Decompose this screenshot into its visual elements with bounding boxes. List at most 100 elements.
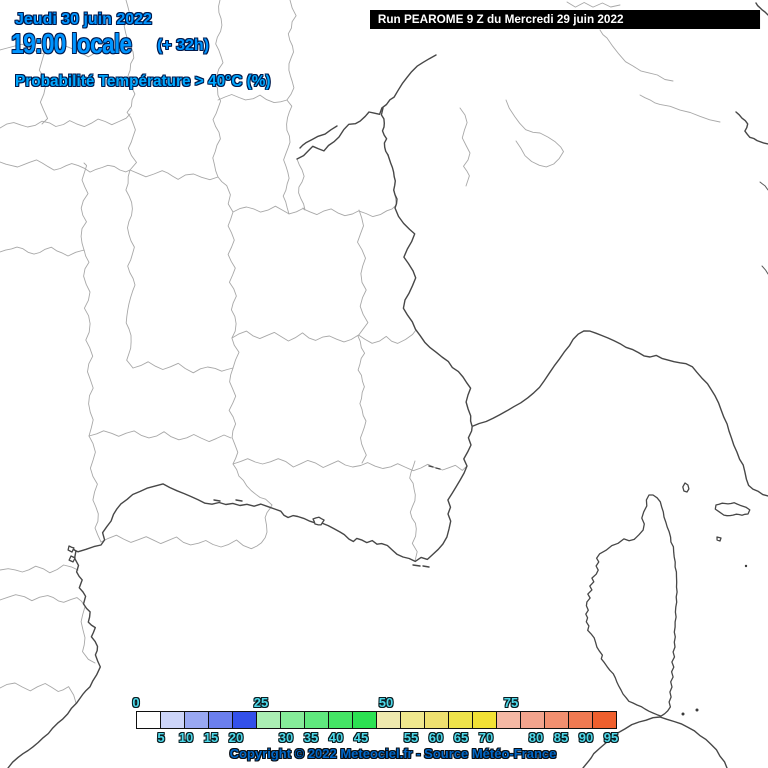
- legend-cell: [520, 711, 545, 729]
- department-boundary: [231, 329, 417, 344]
- legend-cell: [160, 711, 185, 729]
- legend-cell: [184, 711, 209, 729]
- department-boundary: [409, 460, 418, 562]
- department-boundary: [80, 162, 89, 251]
- department-boundary: [132, 361, 234, 374]
- legend-top-label: 75: [503, 695, 519, 710]
- department-boundary: [0, 246, 94, 437]
- variable-title: Probabilité Température > 40°C (%): [15, 73, 271, 90]
- legend-bottom-label: 5: [157, 730, 165, 745]
- department-boundary: [296, 158, 306, 211]
- coastline: [7, 330, 768, 768]
- department-boundary: [217, 176, 234, 213]
- islet: [695, 708, 699, 712]
- legend-bottom-label: 65: [453, 730, 469, 745]
- department-boundary: [217, 94, 288, 104]
- legend-cell: [472, 711, 497, 729]
- islands: [67, 465, 751, 768]
- copyright-text: Copyright © 2022 Meteociel.fr - Source M…: [229, 746, 557, 761]
- department-boundary: [227, 211, 240, 369]
- department-boundary: [0, 159, 131, 173]
- legend-top-label: 25: [253, 695, 269, 710]
- legend-bottom-label: 30: [278, 730, 294, 745]
- islet: [422, 565, 430, 568]
- legend-cell: [136, 711, 161, 729]
- department-boundaries: [0, 0, 721, 704]
- legend-bottom-label: 95: [603, 730, 619, 745]
- department-boundary: [228, 367, 273, 506]
- legend-cell: [280, 711, 305, 729]
- capraia-island: [682, 482, 690, 493]
- legend-bottom-label: 20: [228, 730, 244, 745]
- department-boundary: [126, 39, 137, 171]
- department-boundary: [0, 113, 131, 129]
- islet: [235, 499, 243, 502]
- legend-bottom-label: 80: [528, 730, 544, 745]
- legend-cell: [400, 711, 425, 729]
- legend-bottom-label: 35: [303, 730, 319, 745]
- border-fragment: [761, 265, 768, 275]
- model-run-banner: Run PEAROME 9 Z du Mercredi 29 juin 2022: [370, 10, 761, 29]
- department-boundary: [282, 0, 297, 215]
- islet: [744, 564, 748, 568]
- legend-bottom-label: 45: [353, 730, 369, 745]
- etang-de-berre: [312, 516, 325, 526]
- legend-cell: [304, 711, 329, 729]
- department-boundary: [566, 1, 621, 8]
- italy-border-north: [380, 107, 389, 156]
- islet: [428, 465, 434, 468]
- department-boundary: [599, 29, 674, 82]
- border-fragment: [759, 181, 768, 191]
- lagoon: [67, 545, 75, 553]
- department-boundary: [459, 107, 471, 187]
- legend-cell: [376, 711, 401, 729]
- swiss-border: [296, 54, 437, 160]
- corsica-outline: [585, 494, 678, 717]
- islet: [435, 467, 441, 470]
- department-boundary: [357, 209, 369, 337]
- legend-color-bar: [136, 711, 617, 729]
- department-boundary: [212, 0, 224, 178]
- legend-cell: [232, 711, 257, 729]
- forecast-time: 19:00 locale: [11, 28, 132, 59]
- department-boundary: [129, 169, 219, 181]
- legend-cell: [352, 711, 377, 729]
- legend-cell: [592, 711, 617, 729]
- department-boundary: [88, 435, 102, 543]
- coastline-and-borders: [7, 2, 768, 768]
- department-boundary: [0, 564, 79, 574]
- border-fragment: [755, 2, 768, 16]
- legend-bottom-label: 40: [328, 730, 344, 745]
- department-boundary: [0, 594, 96, 664]
- department-boundary: [0, 0, 130, 58]
- legend-bottom-label: 55: [403, 730, 419, 745]
- department-boundary: [232, 458, 468, 472]
- italy-border: [387, 154, 473, 427]
- department-boundary: [88, 430, 232, 443]
- legend-cell: [328, 711, 353, 729]
- legend-bottom-label: 60: [428, 730, 444, 745]
- legend-bottom-label: 85: [553, 730, 569, 745]
- department-boundary: [125, 169, 136, 369]
- legend-bottom-label: 90: [578, 730, 594, 745]
- legend-bottom-label: 70: [478, 730, 494, 745]
- islet: [213, 499, 221, 502]
- legend-top-label: 0: [132, 695, 140, 710]
- legend-cell: [448, 711, 473, 729]
- lake-geneva-shore: [299, 125, 338, 149]
- department-boundary: [639, 94, 721, 123]
- forecast-hour-offset: (+ 32h): [157, 37, 210, 54]
- sardinia-coast: [582, 716, 728, 768]
- department-boundary: [357, 335, 367, 464]
- legend-bottom-label: 15: [203, 730, 219, 745]
- legend-cell: [256, 711, 281, 729]
- department-boundary: [38, 53, 49, 125]
- montecristo-island: [716, 536, 722, 542]
- legend-cell: [424, 711, 449, 729]
- lagoon: [68, 555, 76, 563]
- department-boundary: [232, 189, 397, 218]
- islet: [681, 712, 685, 716]
- forecast-date: Jeudi 30 juin 2022: [15, 11, 152, 28]
- elba-island: [714, 502, 751, 517]
